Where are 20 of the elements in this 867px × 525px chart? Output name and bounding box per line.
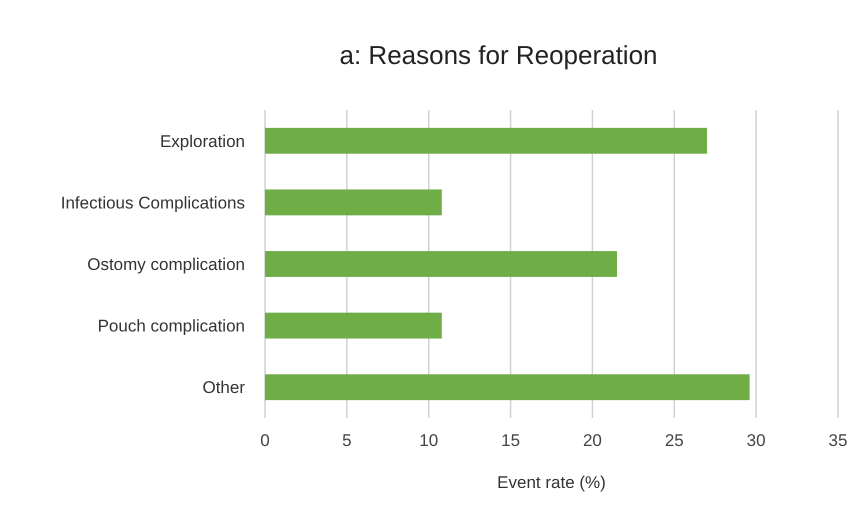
y-tick-label: Ostomy complication — [87, 254, 245, 274]
x-tick-label: 10 — [419, 431, 438, 450]
bar — [265, 128, 708, 154]
x-tick-label: 25 — [664, 431, 684, 450]
x-tick-label: 0 — [260, 431, 270, 450]
bar — [265, 312, 442, 339]
y-tick-label: Exploration — [160, 132, 245, 151]
x-tick-label: 5 — [342, 431, 352, 450]
y-tick-label: Infectious Complications — [60, 193, 245, 212]
x-tick-label: 20 — [582, 431, 602, 450]
x-tick-label: 30 — [746, 431, 766, 450]
bar — [265, 189, 442, 216]
x-tick-label: 15 — [501, 431, 520, 450]
chart-title: a: Reasons for Reoperation — [340, 40, 658, 70]
x-tick-label: 35 — [828, 431, 848, 450]
y-tick-label: Pouch complication — [98, 316, 245, 336]
x-axis-title: Event rate (%) — [497, 473, 606, 492]
bar — [265, 374, 750, 400]
y-tick-label: Other — [202, 378, 246, 398]
bar — [265, 251, 617, 277]
